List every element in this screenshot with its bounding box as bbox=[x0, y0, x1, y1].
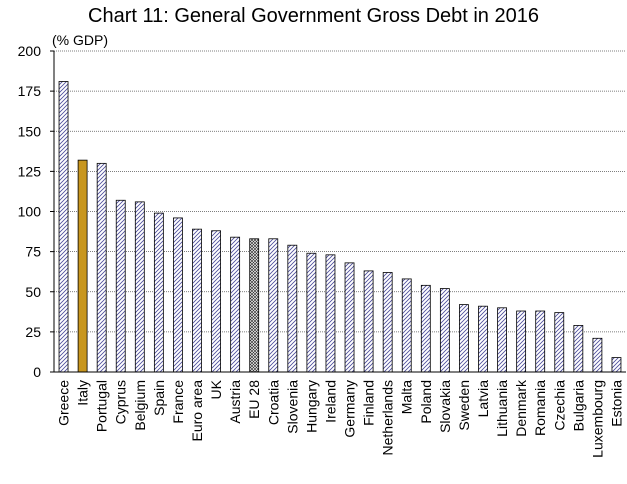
bar-malta bbox=[401, 278, 412, 373]
x-tick-label: Lithuania bbox=[494, 380, 510, 437]
x-tick-label: Ireland bbox=[322, 380, 338, 423]
x-tick-label: Slovenia bbox=[284, 380, 300, 434]
x-tick-label: Latvia bbox=[475, 380, 491, 418]
y-tick-label: 150 bbox=[18, 123, 42, 139]
y-tick-label: 0 bbox=[33, 364, 41, 380]
x-tick-label: Romania bbox=[532, 380, 548, 436]
y-tick-label: 175 bbox=[18, 83, 42, 99]
bar-romania bbox=[535, 310, 546, 373]
x-tick-label: Greece bbox=[56, 380, 72, 426]
x-tick-label: Italy bbox=[75, 380, 91, 406]
bar-poland bbox=[420, 284, 431, 373]
y-tick-label: 125 bbox=[18, 163, 42, 179]
x-tick-label: Croatia bbox=[265, 380, 281, 425]
axes: 0 25 50 75 100 125 150 175 200 Greece Italy Portuga… bbox=[18, 43, 626, 458]
x-tick-label: Poland bbox=[418, 380, 434, 424]
x-tick-label: Belgium bbox=[132, 380, 148, 431]
y-tick-label: 100 bbox=[18, 204, 42, 220]
bar-cyprus bbox=[115, 199, 126, 373]
bar-italy bbox=[77, 159, 88, 373]
x-tick-label: Czechia bbox=[551, 380, 567, 431]
bar-latvia bbox=[478, 305, 488, 373]
x-tick-label: Portugal bbox=[94, 380, 110, 432]
bar-lithuania bbox=[497, 307, 507, 373]
bar-euro-area bbox=[192, 228, 202, 373]
bar-sweden bbox=[459, 304, 469, 373]
bar-netherlands bbox=[382, 272, 393, 373]
bar-slovakia bbox=[439, 288, 450, 373]
bar-denmark bbox=[516, 310, 527, 373]
bar-spain bbox=[153, 212, 164, 373]
chart-title: Chart 11: General Government Gross Debt … bbox=[88, 5, 539, 27]
x-tick-label: Luxembourg bbox=[589, 380, 605, 458]
bar-belgium bbox=[134, 201, 145, 373]
x-tick-label: Austria bbox=[227, 380, 243, 424]
x-tick-label: UK bbox=[208, 379, 224, 399]
x-tick-label: Estonia bbox=[608, 380, 624, 427]
y-tick-label: 200 bbox=[18, 43, 42, 59]
x-tick-label: Slovakia bbox=[437, 380, 453, 433]
x-tick-label: Bulgaria bbox=[570, 380, 586, 432]
x-tick-label: Malta bbox=[399, 380, 415, 414]
bar-estonia bbox=[611, 357, 622, 373]
x-tick-label: Finland bbox=[361, 380, 377, 426]
bar-uk bbox=[211, 230, 221, 373]
bar-greece bbox=[58, 81, 69, 373]
x-tick-label: Netherlands bbox=[380, 380, 396, 456]
bar-luxembourg bbox=[592, 337, 603, 373]
bar-czechia bbox=[554, 312, 565, 373]
bar-portugal bbox=[96, 162, 107, 373]
bar-croatia bbox=[268, 238, 279, 373]
x-tick-label: Denmark bbox=[513, 379, 529, 437]
y-tick-label: 75 bbox=[25, 244, 41, 260]
x-tick-label: Germany bbox=[342, 380, 358, 438]
x-tick-label: Hungary bbox=[303, 380, 319, 433]
x-tick-label: Cyprus bbox=[113, 380, 129, 424]
bars bbox=[58, 81, 622, 373]
x-tick-label: EU 28 bbox=[246, 380, 262, 419]
bar-bulgaria bbox=[573, 325, 584, 373]
bar-finland bbox=[363, 270, 374, 373]
x-tick-label: France bbox=[170, 380, 186, 424]
bar-ireland bbox=[325, 254, 336, 373]
x-tick-label: Sweden bbox=[456, 380, 472, 431]
bar-hungary bbox=[306, 252, 317, 373]
y-tick-label: 50 bbox=[25, 284, 41, 300]
grid-lines bbox=[54, 50, 626, 333]
bar-austria bbox=[230, 236, 241, 373]
y-axis-unit-label: (% GDP) bbox=[52, 32, 108, 48]
bar-germany bbox=[344, 262, 355, 373]
bar-slovenia bbox=[287, 244, 298, 373]
bar-france bbox=[173, 217, 183, 373]
bar-eu-28 bbox=[249, 238, 260, 373]
x-tick-label: Euro area bbox=[189, 380, 205, 442]
y-tick-label: 25 bbox=[25, 324, 41, 340]
x-tick-label: Spain bbox=[151, 380, 167, 416]
